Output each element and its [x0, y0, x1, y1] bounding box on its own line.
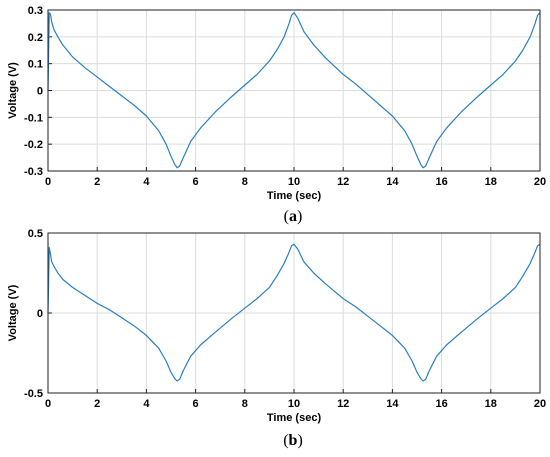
plot-frame-a: [47, 9, 541, 172]
caption-a: (a): [284, 208, 303, 225]
x-tick-label: 10: [288, 176, 300, 188]
y-axis-label-a: Voltage (V): [7, 62, 19, 119]
y-tick-label: 0.2: [28, 32, 43, 44]
x-tick-label: 8: [242, 398, 248, 410]
x-axis-label-b: Time (sec): [267, 412, 322, 424]
y-tick-label: -0.2: [24, 139, 43, 151]
y-tick-label: -0.1: [24, 112, 43, 124]
x-tick-label: 20: [534, 398, 546, 410]
y-tick-label: 0.3: [28, 5, 43, 17]
y-tick-label: -0.5: [24, 388, 43, 400]
caption-b: (b): [283, 432, 303, 449]
y-tick-label: -0.3: [24, 166, 43, 178]
caption-letter-b: b: [289, 432, 298, 449]
x-tick-label: 12: [337, 398, 349, 410]
x-tick-label: 8: [242, 176, 248, 188]
x-tick-label: 2: [94, 398, 100, 410]
x-tick-label: 18: [485, 176, 497, 188]
y-tick-label: 0.5: [28, 228, 43, 240]
x-tick-label: 12: [337, 176, 349, 188]
x-tick-label: 16: [435, 398, 447, 410]
x-tick-label: 14: [386, 398, 399, 410]
chart-panel-a: 0 2 4 6 8 10 12 14 16 18 20-0.3-0.2-0.100.10.20.3 …: [7, 5, 546, 225]
y-tick-label: 0: [37, 308, 43, 320]
x-tick-label: 2: [94, 176, 100, 188]
y-tick-label: 0.1: [28, 59, 43, 71]
series-line: [47, 243, 541, 382]
x-tick-label: 10: [288, 398, 300, 410]
plot-frame-b: [47, 232, 541, 394]
x-tick-label: 20: [534, 176, 546, 188]
chart-panel-b: 0 2 4 6 8 10 12 14 16 18 20-0.500.5 Time (sec) Vol…: [7, 228, 546, 449]
x-tick-label: 6: [193, 398, 199, 410]
grid-b: [47, 232, 541, 394]
x-tick-label: 4: [143, 398, 150, 410]
x-tick-label: 6: [193, 176, 199, 188]
x-tick-label: 0: [45, 176, 51, 188]
y-tick-label: 0: [37, 86, 43, 98]
y-axis-label-b: Voltage (V): [7, 284, 19, 341]
series-line: [47, 12, 541, 169]
caption-letter-a: a: [289, 208, 297, 225]
x-tick-label: 0: [45, 398, 51, 410]
x-tick-label: 18: [485, 398, 497, 410]
tick-labels-b: 0 2 4 6 8 10 12 14 16 18 20-0.500.5: [24, 228, 546, 410]
x-axis-label-a: Time (sec): [267, 190, 322, 202]
x-tick-label: 4: [143, 176, 150, 188]
series-group-a: [47, 12, 541, 169]
tick-labels-a: 0 2 4 6 8 10 12 14 16 18 20 -0.3 -0.2 -0.1 0 0.1 0.2 0.3: [24, 5, 546, 188]
x-tick-label: 16: [435, 176, 447, 188]
x-tick-label: 14: [386, 176, 399, 188]
series-group-b: [47, 243, 541, 382]
grid-a: [47, 9, 541, 172]
